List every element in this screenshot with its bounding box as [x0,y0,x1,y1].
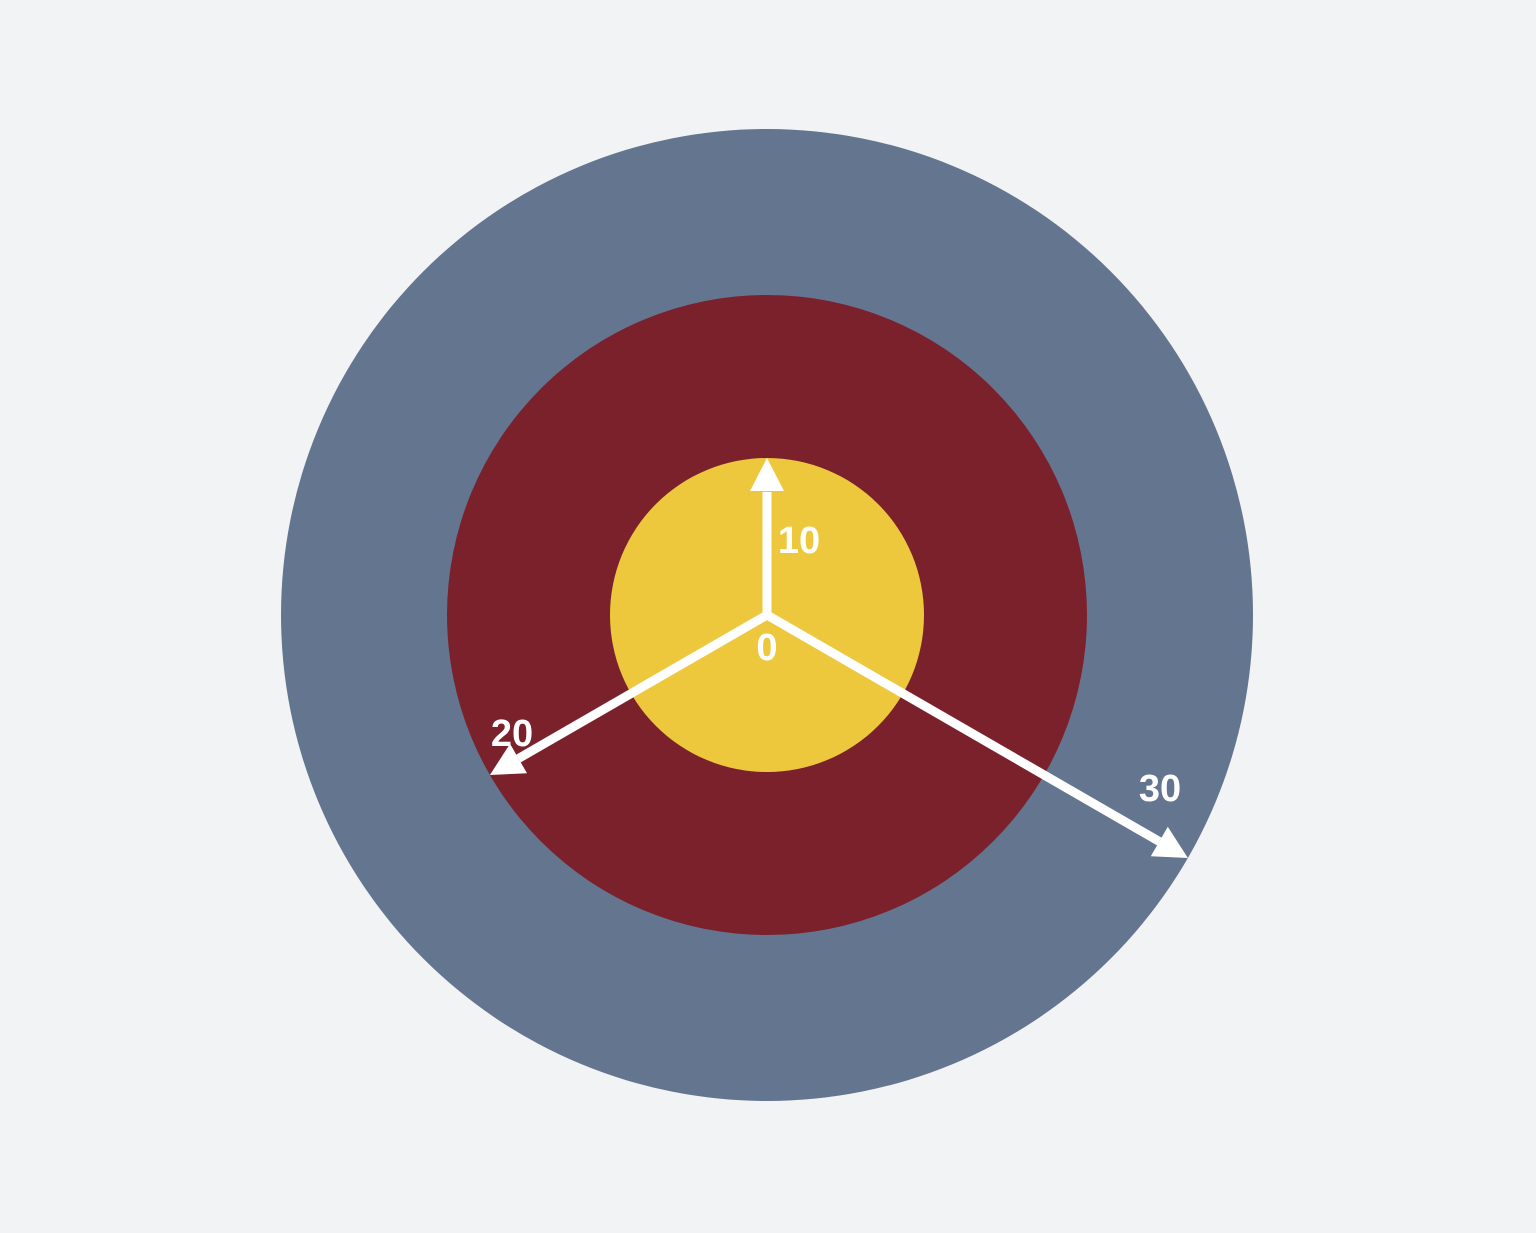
ring-label-30: 30 [1139,768,1181,810]
radial-arrow-20 [489,611,770,775]
arrow-head-10-icon [750,458,784,491]
arrow-head-30-icon [1150,826,1188,858]
center-label: 0 [756,627,777,669]
arrow-shaft-20 [516,611,770,763]
radial-arrow-30 [764,611,1188,858]
arrow-shaft-30 [764,611,1162,846]
radial-arrow-10 [750,458,784,615]
ring-label-10: 10 [778,520,820,562]
ring-label-20: 20 [491,713,533,755]
arrow-head-20-icon [489,743,527,775]
